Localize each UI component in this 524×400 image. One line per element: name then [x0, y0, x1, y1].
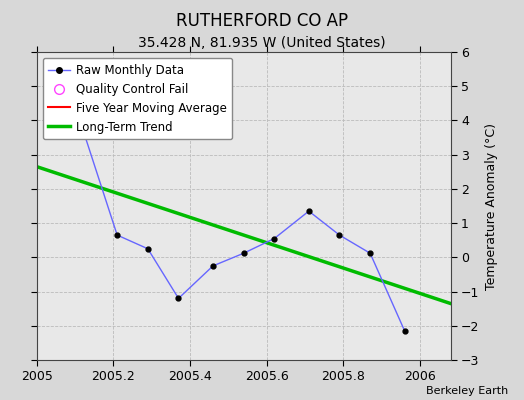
- Point: [79, 126, 87, 132]
- Y-axis label: Temperature Anomaly (°C): Temperature Anomaly (°C): [485, 122, 498, 290]
- Text: RUTHERFORD CO AP: RUTHERFORD CO AP: [176, 12, 348, 30]
- Text: Berkeley Earth: Berkeley Earth: [426, 386, 508, 396]
- Text: 35.428 N, 81.935 W (United States): 35.428 N, 81.935 W (United States): [138, 36, 386, 50]
- Legend: Raw Monthly Data, Quality Control Fail, Five Year Moving Average, Long-Term Tren: Raw Monthly Data, Quality Control Fail, …: [42, 58, 233, 140]
